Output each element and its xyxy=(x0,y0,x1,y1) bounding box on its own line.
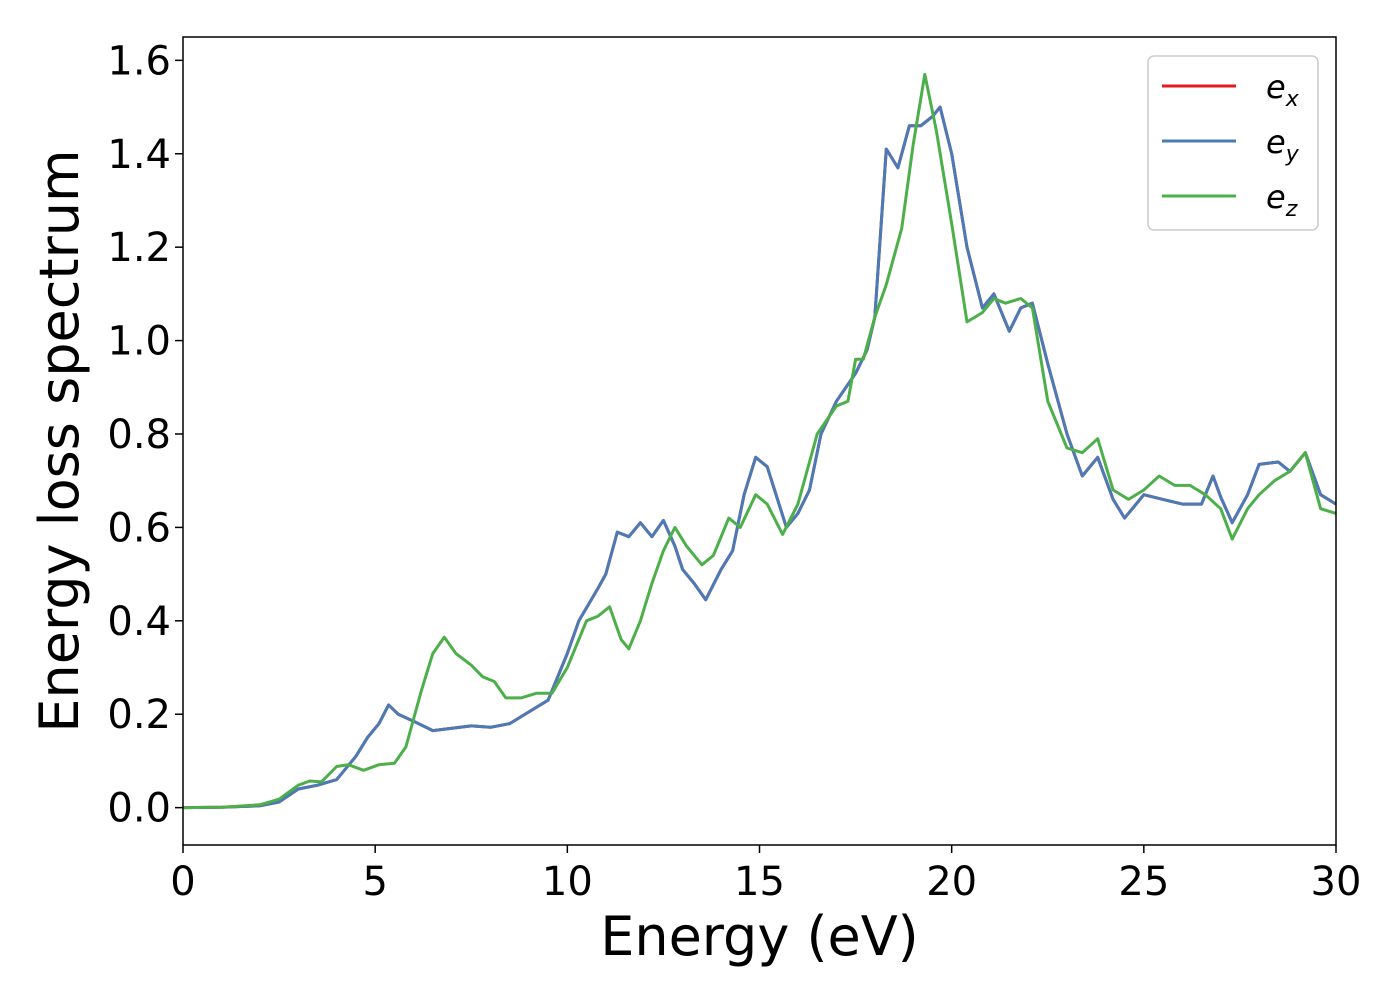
x-tick-label: 30 xyxy=(1311,859,1362,905)
y-tick-label: 0.4 xyxy=(107,599,171,645)
legend-label-ey: ey xyxy=(1266,123,1300,167)
y-tick-label: 0.8 xyxy=(107,412,171,458)
x-axis-title: Energy (eV) xyxy=(600,905,919,968)
x-tick-label: 20 xyxy=(926,859,977,905)
legend-label-ex: ex xyxy=(1266,68,1300,112)
y-tick-label: 1.6 xyxy=(107,38,171,84)
y-tick-label: 1.4 xyxy=(107,132,171,178)
axes-layer: 0 5 10 15 20 25 30 0.0 0.2 0.4 0.6 0.8 1.0 1.2 1.4 1.6 xyxy=(107,36,1362,905)
legend-box xyxy=(1147,55,1319,231)
series-line-ey xyxy=(183,105,1336,810)
y-tick-label: 0.2 xyxy=(107,692,171,738)
series-layer xyxy=(183,72,1336,810)
legend: ex ey ez xyxy=(1147,55,1319,231)
x-tick-label: 10 xyxy=(542,859,593,905)
x-tick-label: 5 xyxy=(362,859,387,905)
y-tick-label: 0.0 xyxy=(107,786,171,832)
x-tick-label: 0 xyxy=(170,859,195,905)
y-tick-label: 0.6 xyxy=(107,505,171,551)
y-tick-label: 1.2 xyxy=(107,225,171,271)
y-axis-title: Energy loss spectrum xyxy=(28,149,91,732)
legend-label-ez: ez xyxy=(1266,178,1298,222)
x-tick-label: 15 xyxy=(734,859,785,905)
x-tick-label: 25 xyxy=(1118,859,1169,905)
series-line-ez xyxy=(183,72,1336,810)
y-tick-label: 1.0 xyxy=(107,319,171,365)
